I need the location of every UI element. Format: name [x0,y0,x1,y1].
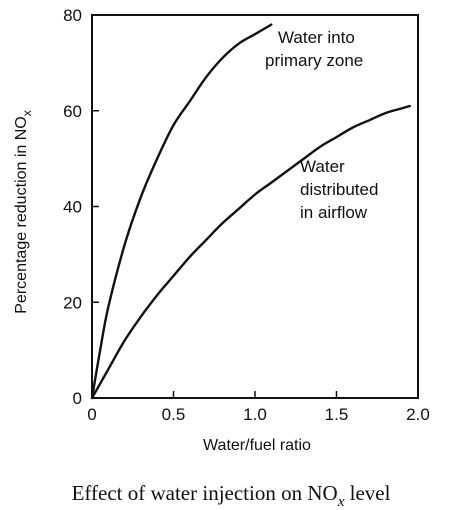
series-1-label: Water into primary zone [265,28,363,70]
x-tick-label: 1.5 [325,405,349,424]
x-tick-label: 0 [87,405,96,424]
y-axis-title-main: Percentage reduction in NO [13,116,30,313]
series-1-line [90,23,273,400]
y-axis-title-subscript: x [20,110,34,116]
caption-subscript: x [337,494,345,510]
caption-main: Effect of water injection on NO [72,481,338,505]
axes: 0 20 40 60 80 0 0.5 1.0 1.5 2.0 [63,6,430,424]
x-axis-title: Water/fuel ratio [203,437,311,454]
figure-caption: Effect of water injection on NOx level [72,481,391,510]
x-tick-label: 0.5 [162,405,186,424]
series-2-label: Water distributed in airflow [300,157,383,222]
series-group [90,23,411,400]
svg-text:Percentage reduction in NOx: Percentage reduction in NOx [13,110,34,313]
x-tick-label: 1.0 [243,405,267,424]
caption-suffix: level [344,481,390,505]
plot-frame [91,14,419,399]
y-tick-label: 80 [63,6,82,25]
y-axis-title: Percentage reduction in NOx [13,110,34,313]
x-tick-label: 2.0 [406,405,430,424]
series-2-line [90,104,411,400]
y-tick-label: 0 [73,389,82,408]
y-tick-label: 40 [63,198,82,217]
y-tick-label: 60 [63,102,82,121]
y-tick-label: 20 [63,293,82,312]
